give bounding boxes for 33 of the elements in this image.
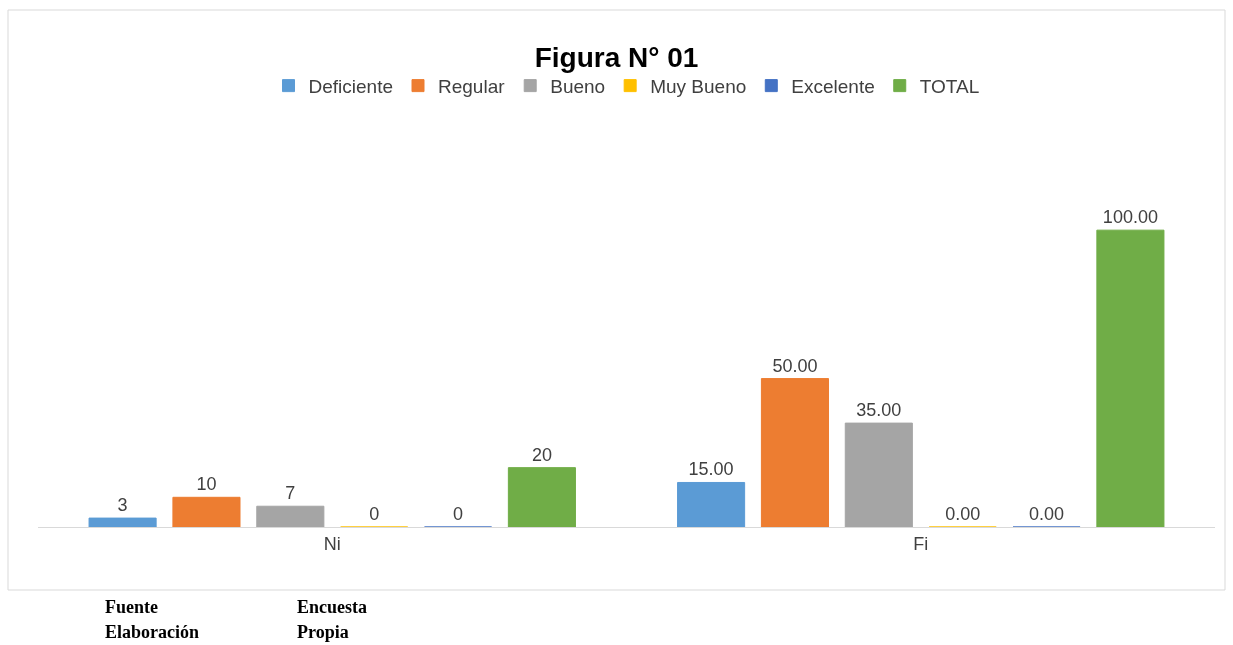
legend-label: Muy Bueno <box>650 76 747 98</box>
bar <box>760 378 829 527</box>
text: Elaboración <box>105 622 200 642</box>
x-tick-label: Ni <box>323 533 341 554</box>
data-label: 100.00 <box>1102 207 1158 228</box>
bar <box>844 422 913 527</box>
data-label: 0 <box>453 504 464 524</box>
bar <box>88 517 157 527</box>
text: Fuente <box>105 597 158 617</box>
data-label: 3 <box>117 495 128 516</box>
data-label: 10 <box>196 474 217 495</box>
data-label: 0.00 <box>945 504 981 524</box>
bar <box>1096 229 1165 527</box>
legend-label: Excelente <box>791 76 875 98</box>
text: Propia <box>297 622 349 642</box>
data-label: 20 <box>531 444 552 465</box>
data-label: 0.00 <box>1029 504 1065 524</box>
data-label: 35.00 <box>856 400 902 421</box>
bar <box>507 467 576 527</box>
legend-label: Regular <box>438 76 506 98</box>
legend-label: Bueno <box>550 76 606 98</box>
x-tick-label: Fi <box>913 533 929 554</box>
data-label: 0 <box>369 504 380 524</box>
bar <box>256 505 325 527</box>
data-label: 50.00 <box>772 355 818 376</box>
legend-label: TOTAL <box>919 76 980 98</box>
bar <box>677 481 746 527</box>
data-label: 7 <box>285 483 296 504</box>
text: Encuesta <box>297 597 368 617</box>
legend-label: Deficiente <box>308 76 393 98</box>
chart-title: Figura N° 01 <box>534 41 699 73</box>
bar <box>172 496 241 527</box>
data-label: 15.00 <box>688 459 734 480</box>
